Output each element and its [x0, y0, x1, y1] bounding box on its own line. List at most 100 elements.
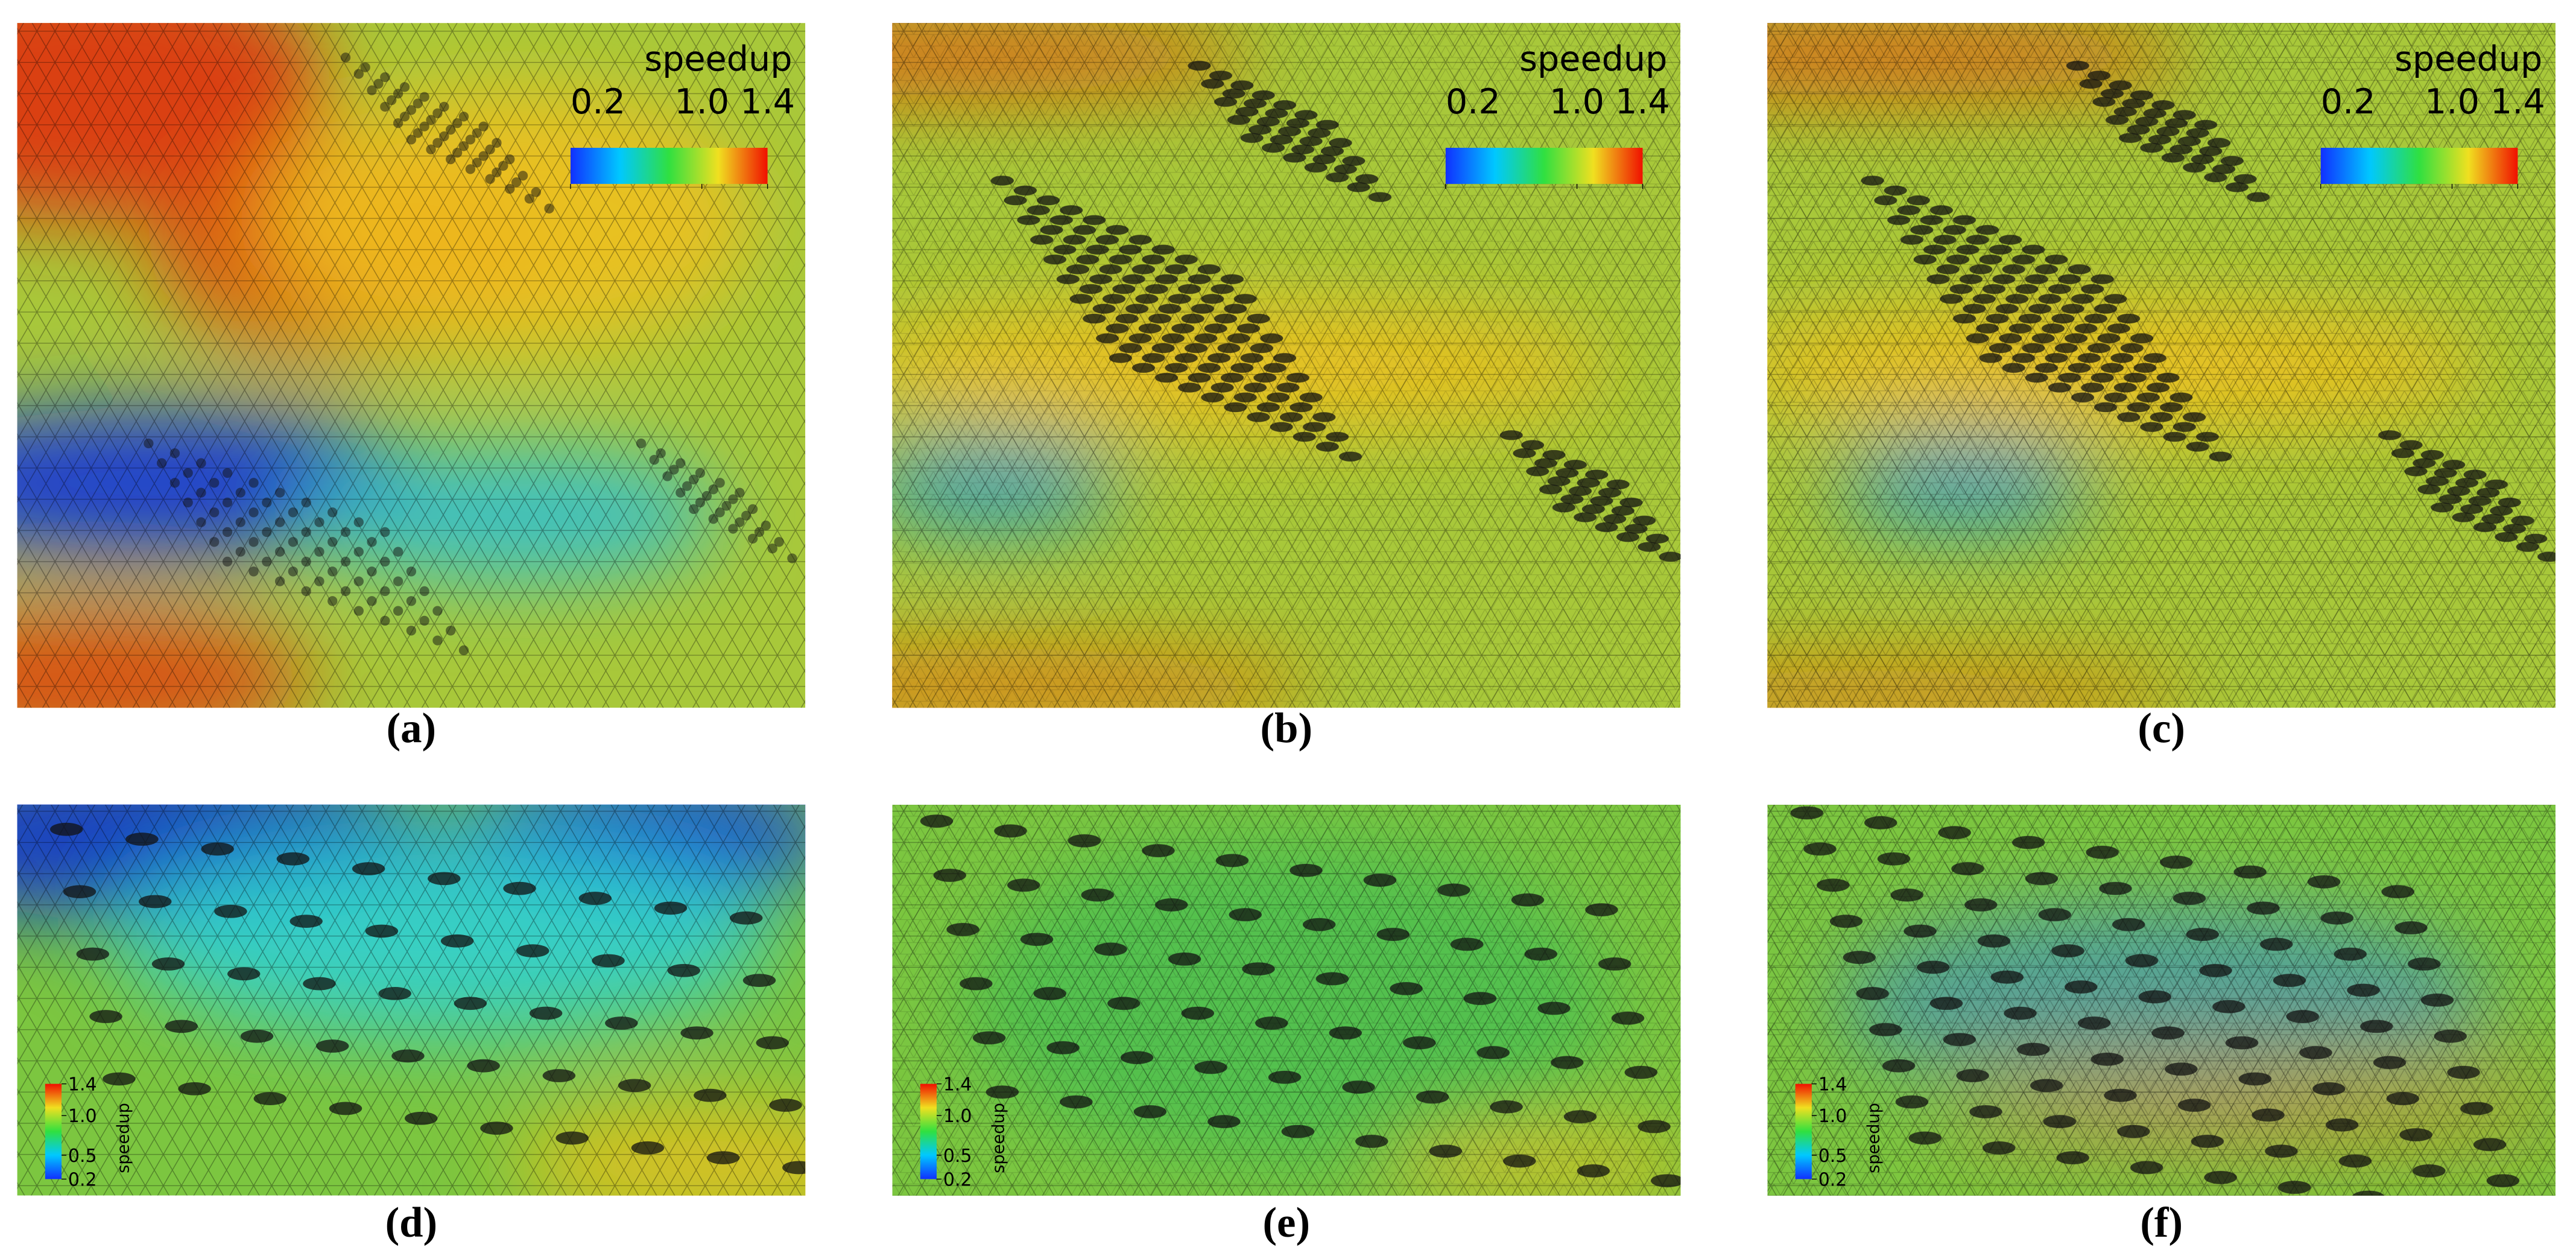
particle	[721, 501, 732, 511]
particle	[2413, 1164, 2446, 1178]
particle	[178, 1082, 211, 1096]
colorbar-tick-label: 0.5	[1818, 1146, 1847, 1167]
particle	[2186, 128, 2209, 138]
particles	[1861, 60, 2555, 562]
particle	[1244, 382, 1267, 393]
particle	[1920, 215, 1943, 225]
particle	[492, 138, 502, 148]
particle	[754, 527, 765, 538]
particle	[426, 144, 436, 154]
particle	[262, 497, 272, 508]
particle	[2186, 928, 2219, 941]
particle	[1326, 431, 1349, 442]
particle	[1308, 128, 1331, 138]
particle	[1158, 303, 1182, 314]
particle	[1046, 1041, 1080, 1055]
particle	[2022, 343, 2045, 354]
colorbar-tick-label: 0.2	[1818, 1169, 1847, 1190]
particle	[1181, 1006, 1215, 1020]
particle	[1368, 192, 1391, 202]
particle	[1943, 224, 1966, 235]
particle	[2516, 542, 2539, 552]
particle	[1294, 110, 1318, 120]
particle	[524, 194, 535, 204]
particle	[1007, 878, 1040, 892]
particle	[2378, 430, 2402, 440]
particle	[1109, 254, 1132, 265]
particle	[2140, 422, 2163, 432]
particle	[1882, 1059, 1916, 1073]
particle	[314, 517, 324, 527]
particle	[1982, 1141, 2016, 1155]
particle	[667, 963, 700, 977]
particle	[328, 537, 338, 547]
particle	[2133, 363, 2157, 373]
particle	[2191, 154, 2214, 165]
particle	[2136, 392, 2160, 402]
particle	[201, 842, 234, 856]
particle	[618, 1079, 651, 1093]
particle	[419, 121, 429, 132]
particle	[728, 494, 738, 504]
particle	[353, 576, 364, 586]
particle	[2056, 1151, 2089, 1165]
particle	[2495, 531, 2518, 542]
particle	[1651, 1174, 1681, 1188]
particle	[1214, 313, 1238, 324]
particle	[1072, 224, 1097, 235]
particle	[2143, 353, 2166, 363]
particle	[328, 566, 338, 577]
particle	[1260, 333, 1283, 343]
particle	[1299, 136, 1323, 147]
particle	[2143, 108, 2166, 118]
particle	[1943, 1033, 1976, 1047]
particle	[1659, 551, 1681, 562]
particle	[960, 977, 993, 991]
particle	[340, 586, 351, 597]
particle	[1539, 484, 1563, 495]
particle	[2097, 333, 2121, 343]
panel-image	[892, 23, 1681, 708]
panel: (d) speedup 1.4 1.0 0.50.2	[17, 804, 806, 1246]
particle	[511, 177, 522, 188]
particle	[933, 869, 966, 882]
particle	[1191, 303, 1215, 314]
particle	[1033, 987, 1067, 1000]
particles	[990, 60, 1681, 562]
particle	[49, 822, 83, 836]
particle	[2233, 865, 2267, 879]
particle	[1299, 392, 1323, 402]
particle	[1986, 313, 2009, 324]
particle	[1581, 504, 1605, 515]
particle	[2051, 313, 2075, 324]
particle	[1207, 1115, 1241, 1129]
particle	[365, 924, 399, 938]
particle	[2077, 353, 2101, 363]
particle	[222, 527, 233, 538]
particle	[1329, 138, 1352, 148]
particle	[1966, 333, 1989, 343]
particle	[2312, 1082, 2346, 1096]
particle	[1079, 284, 1103, 294]
particle	[2386, 1092, 2420, 1106]
particle	[2058, 274, 2081, 284]
particle	[2117, 1125, 2150, 1138]
particle	[2125, 954, 2159, 968]
particle	[1201, 78, 1224, 89]
particle	[196, 517, 206, 527]
particle	[439, 131, 449, 142]
particle	[2537, 551, 2555, 562]
particle	[2426, 1201, 2458, 1214]
particle	[1235, 106, 1259, 117]
particle	[1595, 522, 1618, 532]
particle	[367, 537, 377, 547]
panel-label: (a)	[387, 705, 437, 752]
particle	[2065, 333, 2088, 343]
colorbar-title: speedup	[644, 39, 792, 79]
particle	[262, 556, 272, 567]
particle	[2150, 412, 2173, 422]
particle	[1995, 303, 2019, 314]
particle	[2524, 533, 2548, 544]
particle	[1155, 274, 1179, 284]
particle	[2068, 363, 2091, 373]
